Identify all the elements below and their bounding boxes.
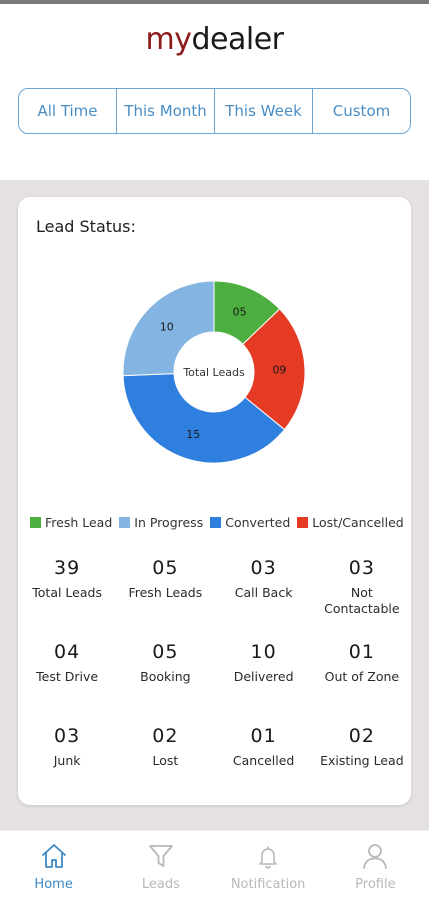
time-filter-segmented-control: All Time This Month This Week Custom bbox=[18, 88, 411, 134]
stat-tile[interactable]: 02 Lost bbox=[116, 723, 214, 807]
legend-item: Lost/Cancelled bbox=[297, 515, 404, 530]
stat-value: 03 bbox=[250, 557, 277, 579]
lead-status-donut-chart: 05 09 15 10 Total Leads bbox=[114, 272, 314, 472]
stat-value: 05 bbox=[152, 557, 179, 579]
stat-value: 01 bbox=[348, 641, 375, 663]
stat-value: 04 bbox=[54, 641, 81, 663]
filter-this-week[interactable]: This Week bbox=[215, 89, 313, 133]
stat-tile[interactable]: 39 Total Leads bbox=[18, 555, 116, 639]
stat-value: 03 bbox=[54, 725, 81, 747]
lead-status-card: Lead Status: 05 09 15 10 Total Leads Fresh L… bbox=[18, 197, 411, 805]
stat-label: Junk bbox=[53, 753, 81, 768]
legend-label: In Progress bbox=[134, 515, 204, 530]
filter-this-month[interactable]: This Month bbox=[117, 89, 215, 133]
legend-item: Converted bbox=[210, 515, 290, 530]
bell-icon bbox=[253, 841, 283, 871]
legend-item: In Progress bbox=[119, 515, 203, 530]
donut-slice-in-progress bbox=[122, 280, 215, 377]
home-icon bbox=[39, 841, 69, 871]
stat-tile[interactable]: 01 Cancelled bbox=[215, 723, 313, 807]
nav-label: Leads bbox=[141, 877, 180, 892]
app-logo: mydealer bbox=[0, 22, 429, 58]
legend-item: Fresh Lead bbox=[30, 515, 112, 530]
stat-value: 02 bbox=[152, 725, 179, 747]
donut-slice-label: 05 bbox=[233, 306, 247, 319]
stat-tile[interactable]: 04 Test Drive bbox=[18, 639, 116, 723]
donut-slice-label: 10 bbox=[160, 321, 174, 334]
status-bar-strip bbox=[0, 0, 429, 4]
stat-label: Total Leads bbox=[32, 585, 102, 600]
nav-label: Notification bbox=[230, 877, 306, 892]
stat-label: Out of Zone bbox=[324, 669, 400, 684]
stats-grid: 39 Total Leads 05 Fresh Leads 03 Call Back 03 N… bbox=[18, 555, 411, 807]
donut-slice-lost-cancelled bbox=[242, 308, 306, 431]
user-icon bbox=[360, 841, 390, 871]
stat-value: 02 bbox=[348, 725, 375, 747]
nav-notification[interactable]: Notification bbox=[215, 831, 322, 900]
stat-tile[interactable]: 05 Fresh Leads bbox=[116, 555, 214, 639]
stat-label: Existing Lead bbox=[320, 753, 404, 768]
logo-my: my bbox=[145, 22, 192, 57]
nav-label: Profile bbox=[355, 877, 396, 892]
nav-leads[interactable]: Leads bbox=[107, 831, 214, 900]
nav-profile[interactable]: Profile bbox=[322, 831, 429, 900]
filter-all-time[interactable]: All Time bbox=[19, 89, 117, 133]
stat-label: Call Back bbox=[234, 585, 293, 600]
donut-center-label: Total Leads bbox=[182, 366, 245, 379]
stat-tile[interactable]: 02 Existing Lead bbox=[313, 723, 411, 807]
stat-label: Lost bbox=[152, 753, 179, 768]
legend-label: Lost/Cancelled bbox=[312, 515, 404, 530]
stat-value: 10 bbox=[250, 641, 277, 663]
stat-label: Cancelled bbox=[232, 753, 295, 768]
stat-label: Test Drive bbox=[36, 669, 99, 684]
stat-tile[interactable]: 05 Booking bbox=[116, 639, 214, 723]
nav-home[interactable]: Home bbox=[0, 831, 107, 900]
stat-value: 03 bbox=[348, 557, 375, 579]
legend-swatch bbox=[297, 517, 309, 528]
stat-label: Delivered bbox=[233, 669, 294, 684]
donut-hole bbox=[179, 337, 249, 407]
stat-label: Not Contactable bbox=[324, 585, 400, 616]
donut-slice-label: 15 bbox=[186, 428, 200, 441]
stat-tile[interactable]: 03 Junk bbox=[18, 723, 116, 807]
legend-swatch bbox=[119, 517, 131, 528]
chart-legend: Fresh Lead In Progress Converted Lost/Cance… bbox=[30, 515, 410, 530]
stat-value: 05 bbox=[152, 641, 179, 663]
donut-slice-label: 09 bbox=[272, 363, 286, 376]
stat-tile[interactable]: 03 Not Contactable bbox=[313, 555, 411, 639]
stat-value: 01 bbox=[250, 725, 277, 747]
bottom-navigation: Home Leads Notification Profile bbox=[0, 830, 429, 900]
filter-icon bbox=[146, 841, 176, 871]
nav-label: Home bbox=[34, 877, 73, 892]
stat-label: Fresh Leads bbox=[128, 585, 203, 600]
filter-custom[interactable]: Custom bbox=[332, 102, 391, 120]
stat-tile[interactable]: 01 Out of Zone bbox=[313, 639, 411, 723]
card-title: Lead Status: bbox=[36, 217, 136, 236]
donut-svg: 05 09 15 10 Total Leads bbox=[122, 280, 306, 464]
stat-tile[interactable]: 10 Delivered bbox=[215, 639, 313, 723]
stat-label: Booking bbox=[140, 669, 191, 684]
legend-label: Converted bbox=[225, 515, 291, 530]
legend-swatch bbox=[30, 517, 41, 528]
legend-swatch bbox=[210, 517, 222, 528]
legend-label: Fresh Lead bbox=[45, 515, 113, 530]
stat-tile[interactable]: 03 Call Back bbox=[215, 555, 313, 639]
donut-slice-converted bbox=[122, 373, 286, 464]
stat-value: 39 bbox=[54, 557, 81, 579]
logo-dealer: dealer bbox=[191, 22, 284, 57]
